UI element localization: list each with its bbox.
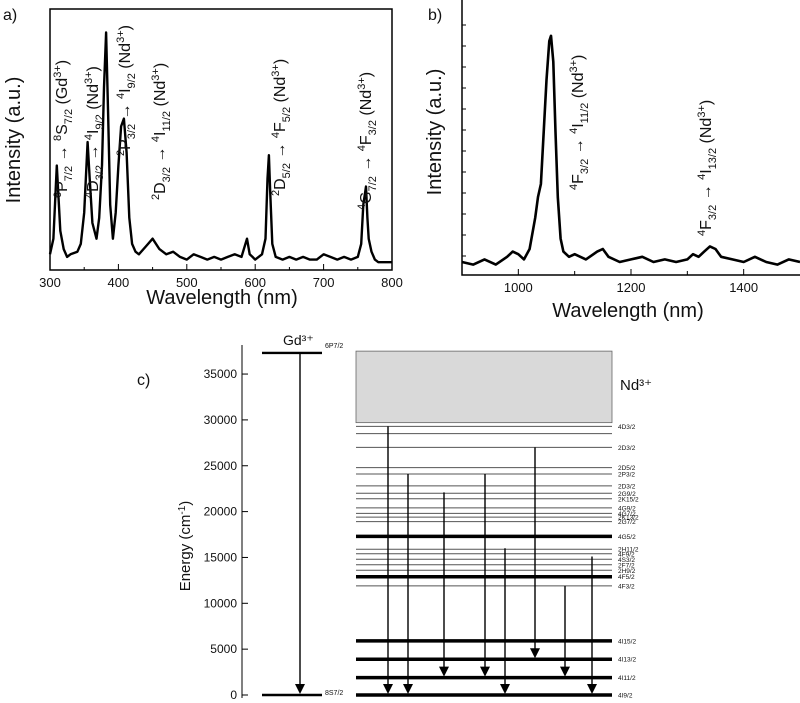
panel-c-y-tick-label: 35000 — [204, 367, 238, 381]
panel-a-frame — [49, 8, 393, 271]
nd-level-label: 2G7/2 — [618, 519, 636, 526]
panel-b-x-axis: 1000 1200 1400 — [462, 24, 758, 295]
panel-a-label: a) — [3, 7, 17, 24]
panel-c: c) 0 5000 10000 15000 20000 25000 30000 35000 E… — [137, 332, 652, 702]
annotation-nd-4f32-4i132: 4F3/2 → 4I13/2 (Nd3+) — [696, 100, 719, 236]
panel-a-y-axis-label: Intensity (a.u.) — [3, 77, 25, 204]
panel-c-y-tick-label: 10000 — [204, 596, 238, 610]
nd-transition-arrow-head — [480, 666, 490, 677]
panel-c-y-tick-label: 25000 — [204, 459, 238, 473]
nd-ion-label: Nd³⁺ — [620, 377, 652, 394]
panel-b-x-axis-label: Wavelength (nm) — [552, 300, 704, 322]
panel-b-x-tick-label: 1000 — [504, 280, 533, 295]
gd-level-group: 6P7/2 8S7/2 — [262, 343, 343, 697]
nd-level-label: 2D3/2 — [618, 445, 636, 452]
annotation-nd-2p32-4i92: 2P3/2 → 4I9/2 (Nd3+) — [115, 25, 138, 156]
gd-level-label: 6P7/2 — [325, 343, 343, 350]
gd-transition-arrow-head — [295, 684, 305, 694]
nd-level-label: 4I15/2 — [618, 638, 636, 645]
annotation-nd-2d52-4f52: 2D5/2 → 4F5/2 (Nd3+) — [270, 59, 293, 196]
nd-transition-arrow-head — [439, 666, 449, 677]
panel-a-x-axis-label: Wavelength (nm) — [146, 287, 298, 309]
panel-b-label: b) — [428, 7, 442, 24]
nd-level-label: 4F3/2 — [618, 583, 635, 590]
panel-c-y-tick-label: 20000 — [204, 505, 238, 519]
nd-level-label: 2K13/2 — [618, 515, 639, 522]
panel-a-x-tick-label: 800 — [381, 275, 403, 290]
gd-level-label: 8S7/2 — [325, 690, 343, 697]
nd-level-label: 2D3/2 — [618, 483, 636, 490]
nd-upper-band — [355, 350, 613, 424]
nd-level-label: 4F5/2 — [618, 574, 635, 581]
nd-level-label: 4S3/2 — [618, 557, 635, 564]
annotation-gd-6p72-8s72: 6P7/2 → 8S7/2 (Gd3+) — [52, 60, 75, 198]
annotation-nd-4f32-4i112: 4F3/2 → 4I11/2 (Nd3+) — [568, 55, 591, 190]
annotation-nd-4g72-4f32: 4G7/2 → 4F3/2 (Nd3+) — [356, 72, 379, 210]
panel-c-y-tick-label: 30000 — [204, 413, 238, 427]
nd-level-label: 2H9/2 — [618, 568, 636, 575]
panel-b-x-tick-label: 1400 — [729, 280, 758, 295]
nd-level-label: 2F7/2 — [618, 562, 635, 569]
panel-c-y-tick-label: 5000 — [210, 642, 237, 656]
nd-level-label: 4F9/2 — [618, 551, 635, 558]
nd-transition-arrow-head — [587, 684, 597, 694]
panel-a-x-tick-label: 300 — [39, 275, 61, 290]
nd-transition-arrow-head — [500, 684, 510, 694]
nd-level-label: 2P3/2 — [618, 472, 635, 479]
nd-transition-arrow-head — [530, 648, 540, 659]
nd-transition-arrow-head — [560, 666, 570, 677]
panel-a-x-axis: 300 400 500 600 700 800 — [39, 264, 403, 290]
panel-a: a) 300 400 500 600 700 800 Intensity (a.u.) W… — [3, 7, 403, 309]
panel-b-y-axis-label: Intensity (a.u.) — [424, 69, 446, 196]
panel-b-x-tick-label: 1200 — [617, 280, 646, 295]
nd-transition-arrow-head — [403, 684, 413, 694]
annotation-nd-2d32-4i112: 2D3/2 → 4I11/2 (Nd3+) — [150, 63, 173, 200]
panel-a-x-tick-label: 700 — [313, 275, 335, 290]
gd-ion-label: Gd³⁺ — [283, 332, 314, 348]
nd-level-label: 2G9/2 — [618, 491, 636, 498]
panel-c-label: c) — [137, 372, 150, 389]
panel-c-y-tick-label: 15000 — [204, 550, 238, 564]
nd-level-label: 4G9/2 — [618, 505, 636, 512]
panel-c-y-ticks: 0 5000 10000 15000 20000 25000 30000 35000 — [204, 367, 248, 702]
nd-level-label: 4G5/2 — [618, 534, 636, 541]
nd-level-label: 2K15/2 — [618, 496, 639, 503]
nd-level-label: 4G7/2 — [618, 511, 636, 518]
panel-b: b) 1000 1200 1400 Intensity (a.u.) Wavelen… — [424, 0, 800, 322]
nd-level-label: 4I9/2 — [618, 693, 633, 700]
panel-c-y-tick-label: 0 — [230, 688, 237, 702]
nd-level-label: 4I13/2 — [618, 657, 636, 664]
panel-a-x-tick-label: 400 — [108, 275, 130, 290]
nd-level-label: 4I11/2 — [618, 675, 636, 682]
panel-b-axes — [461, 0, 800, 276]
panel-a-x-tick-label: 600 — [244, 275, 266, 290]
nd-transition-arrow-head — [383, 684, 393, 694]
panel-a-x-tick-label: 500 — [176, 275, 198, 290]
transition-arrows — [295, 352, 597, 694]
nd-level-group: 4D3/22D3/22D5/22P3/22D3/22G9/22K15/24G9/… — [356, 424, 639, 700]
panel-b-spectrum-line — [461, 34, 800, 266]
nd-level-label: 4D3/2 — [618, 424, 636, 431]
panel-c-y-axis-label: Energy (cm-1) — [177, 501, 194, 592]
nd-level-label: 2H11/2 — [618, 547, 639, 554]
annotation-nd-4d32-4i92: 4D3/2 → 4I9/2 (Nd3+) — [83, 66, 106, 198]
nd-level-label: 2D5/2 — [618, 465, 636, 472]
panel-a-spectrum-line — [48, 31, 392, 264]
